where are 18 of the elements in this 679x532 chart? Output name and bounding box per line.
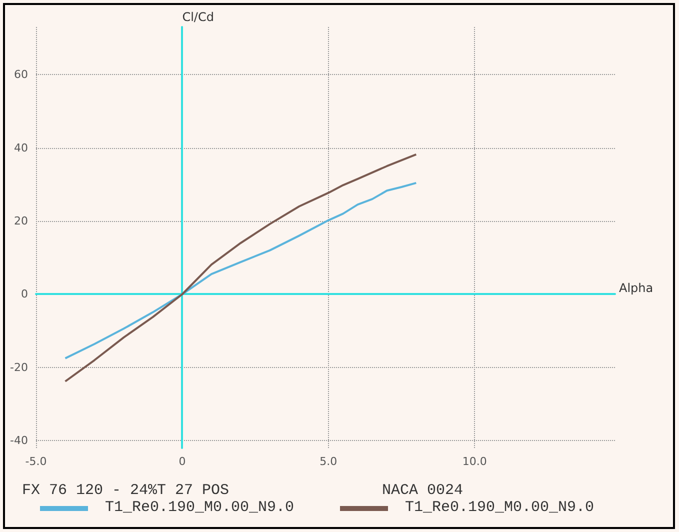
y-axis-title: Cl/Cd <box>182 10 214 24</box>
text: NACA 0024 <box>382 482 464 499</box>
line-series <box>64 182 418 360</box>
x-axis-title: Alpha <box>619 281 654 296</box>
y-tick-label: -40 <box>10 434 28 448</box>
y-tick-label: 40 <box>14 141 28 154</box>
y-tick-label: -20 <box>10 360 28 374</box>
line-series <box>64 153 418 382</box>
legend-label: T1_Re0.190_M0.00_N9.0 <box>405 499 594 516</box>
y-tick-label: 60 <box>14 68 28 82</box>
x-tick-label: 10.0 <box>462 455 487 468</box>
legend-label: T1_Re0.190_M0.00_N9.0 <box>105 499 294 516</box>
y-tick-label: 0 <box>21 288 28 301</box>
y-tick-label: 20 <box>14 214 28 228</box>
text: FX 76 120 - 24%T 27 POS <box>22 482 230 499</box>
x-tick-label: 5.0 <box>320 455 338 468</box>
x-tick-label: 0 <box>178 455 186 468</box>
x-tick-label: -5.0 <box>25 455 47 468</box>
